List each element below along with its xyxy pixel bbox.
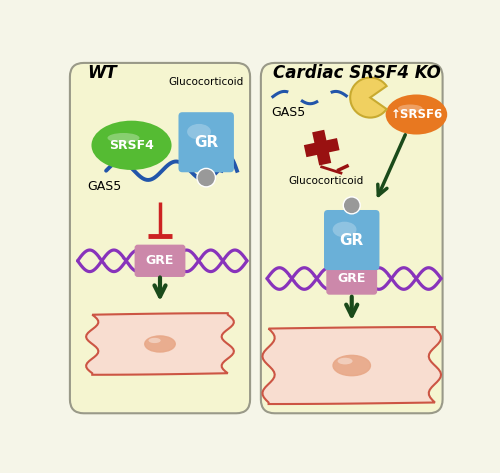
Text: ↑SRSF6: ↑SRSF6 [390,108,442,121]
Polygon shape [262,327,441,404]
FancyBboxPatch shape [261,63,442,413]
Text: Glucocorticoid: Glucocorticoid [288,176,363,186]
Ellipse shape [386,95,447,134]
Ellipse shape [145,336,175,352]
Ellipse shape [333,355,370,376]
Text: GRE: GRE [338,272,366,285]
Ellipse shape [338,358,352,364]
Text: GR: GR [340,233,364,247]
Ellipse shape [398,105,422,113]
Text: GRE: GRE [146,254,174,267]
Ellipse shape [108,133,140,143]
Wedge shape [350,78,387,118]
Text: SRSF4: SRSF4 [109,139,154,152]
Text: GAS5: GAS5 [87,180,121,193]
Text: GR: GR [194,135,218,150]
FancyBboxPatch shape [178,112,234,172]
Circle shape [344,197,360,214]
FancyBboxPatch shape [134,245,186,277]
FancyBboxPatch shape [326,263,377,295]
Polygon shape [312,130,331,166]
Text: Glucocorticoid: Glucocorticoid [168,77,244,87]
Ellipse shape [92,121,172,170]
FancyBboxPatch shape [324,210,380,270]
Ellipse shape [148,338,160,343]
Polygon shape [86,313,234,375]
Text: WT: WT [87,64,117,82]
FancyBboxPatch shape [70,63,250,413]
Circle shape [197,168,216,187]
Text: Cardiac SRSF4 KO: Cardiac SRSF4 KO [273,64,441,82]
Ellipse shape [187,124,211,140]
Text: GAS5: GAS5 [272,106,306,120]
Polygon shape [304,138,340,157]
Ellipse shape [332,222,356,237]
